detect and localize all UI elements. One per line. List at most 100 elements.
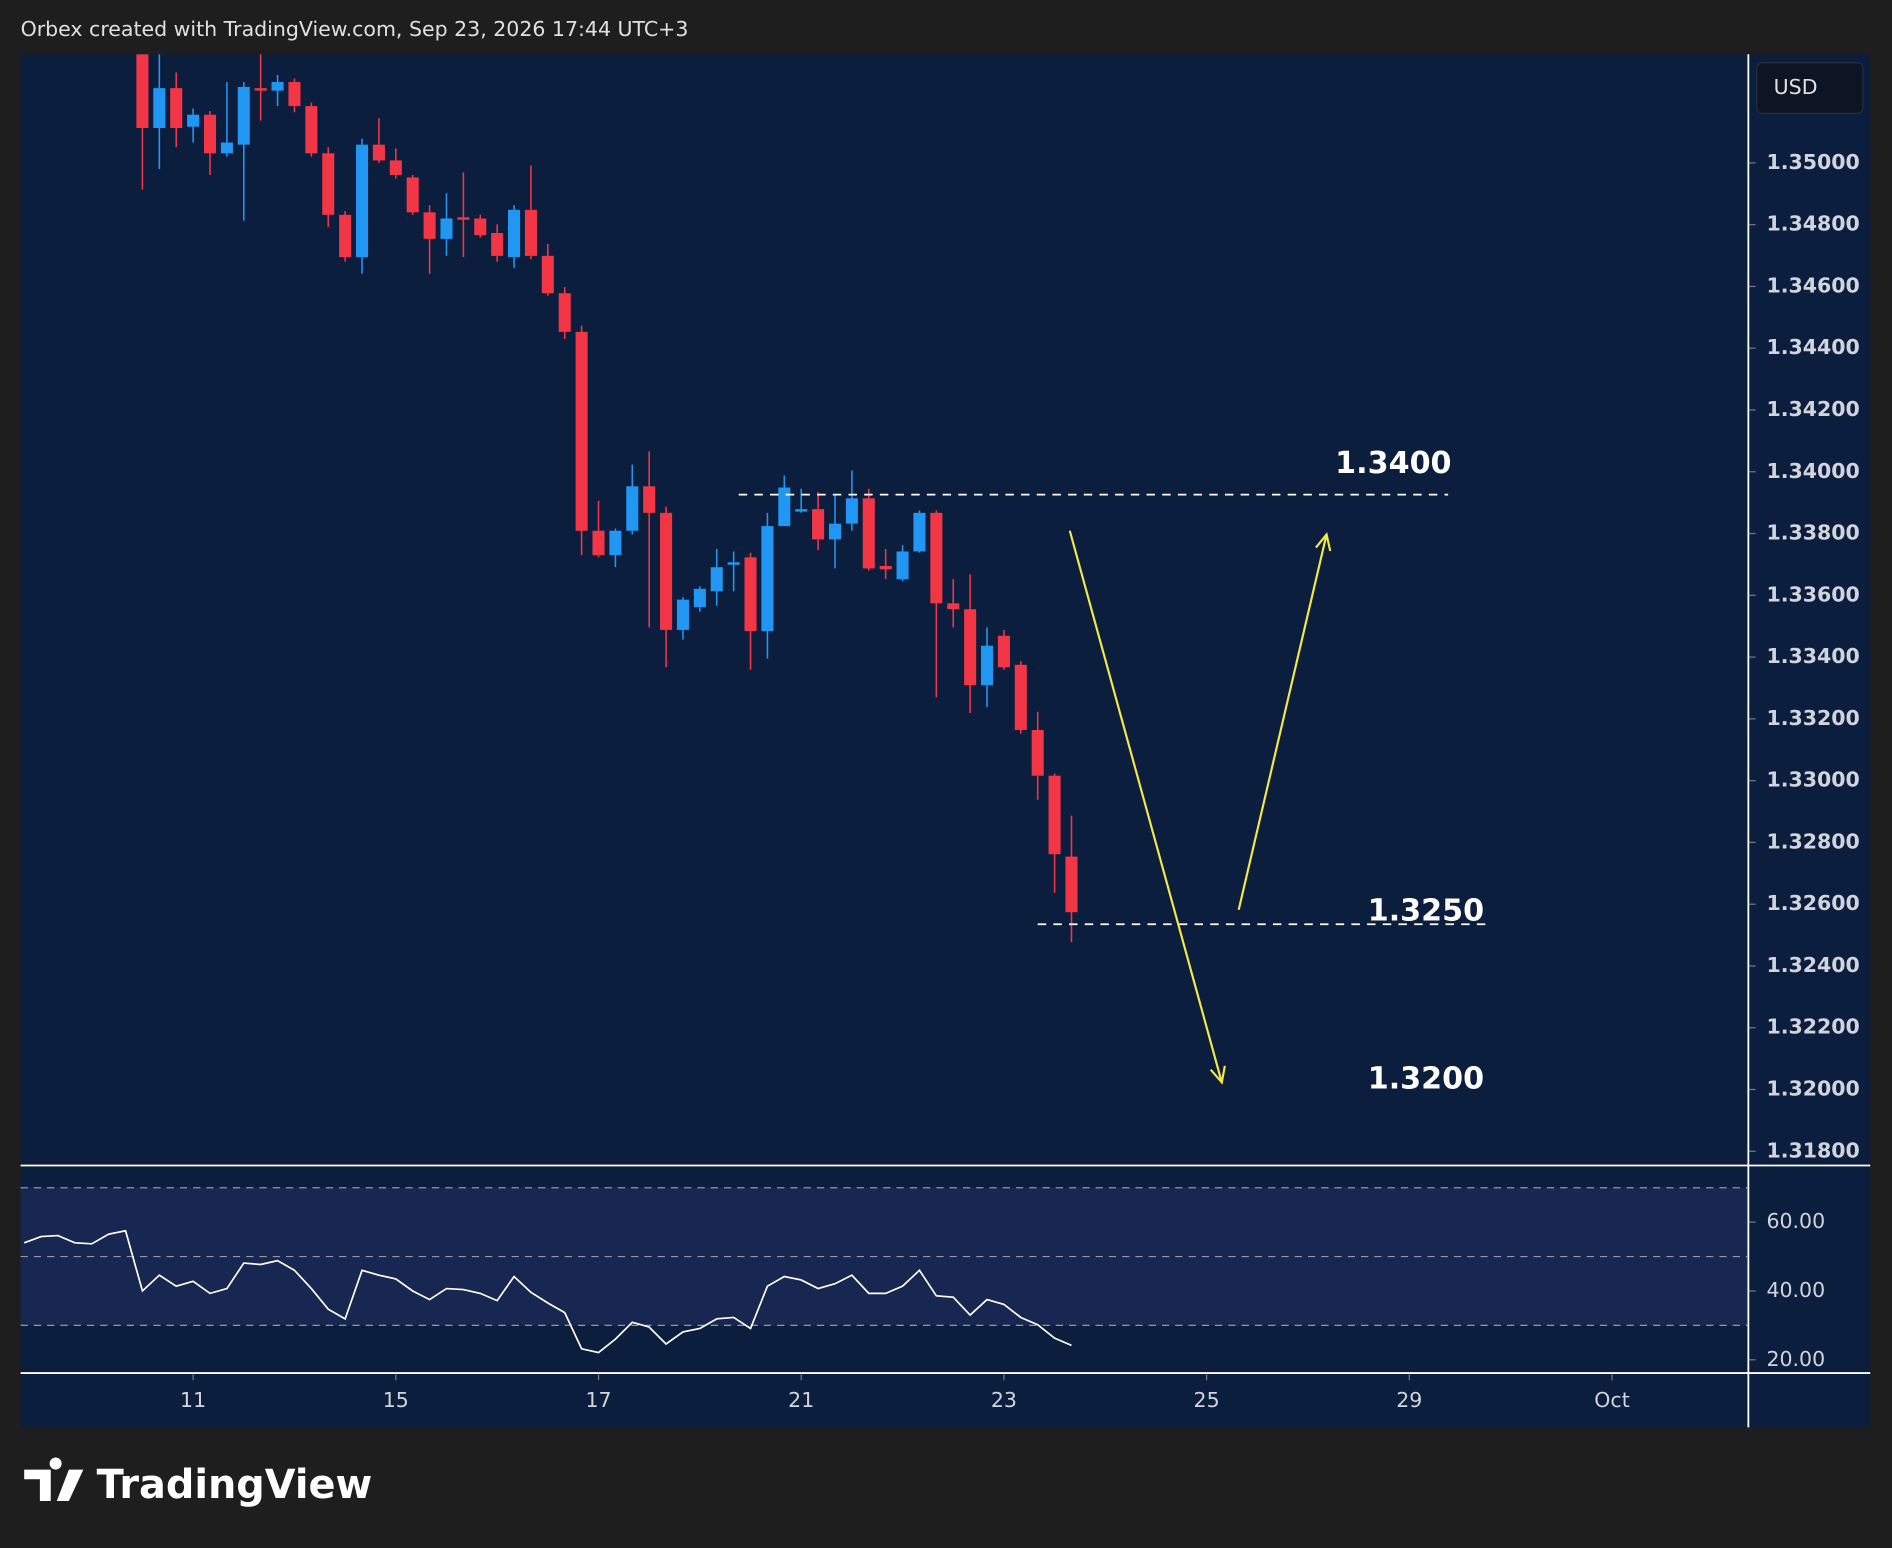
y-tick-label: 40.00 xyxy=(1766,1278,1825,1302)
arrow-head xyxy=(1315,532,1332,552)
candle-body xyxy=(153,88,166,128)
candle-body xyxy=(389,160,402,175)
candle-body xyxy=(592,530,605,556)
candle-body xyxy=(710,567,723,592)
candle-body xyxy=(643,486,656,513)
y-tick-label: 1.31800 xyxy=(1766,1138,1859,1162)
candle-body xyxy=(457,217,470,220)
x-tick-label: 25 xyxy=(1194,1388,1220,1412)
candle-body xyxy=(845,498,858,524)
candle-body xyxy=(271,81,284,91)
y-tick-label: 1.32400 xyxy=(1766,953,1859,977)
y-tick-label: 1.33200 xyxy=(1766,706,1859,730)
candle-body xyxy=(862,498,875,569)
candle-body xyxy=(187,114,200,127)
candle-body xyxy=(980,645,994,686)
annotation: 1.3250 xyxy=(1368,894,1484,929)
y-tick-label: 1.34600 xyxy=(1766,273,1859,297)
candle-body xyxy=(1014,664,1027,730)
candle-body xyxy=(220,142,233,154)
candle-body xyxy=(339,214,352,258)
candle-body xyxy=(254,88,267,91)
x-tick-label: 11 xyxy=(180,1388,206,1412)
candle-body xyxy=(660,512,673,630)
candle-body xyxy=(997,635,1010,668)
candle-body xyxy=(812,509,825,540)
candle-body xyxy=(170,88,183,128)
candle-body xyxy=(744,557,757,632)
x-tick-label: 17 xyxy=(585,1388,611,1412)
candle-body xyxy=(423,212,436,239)
candle-body xyxy=(693,588,706,608)
rsi-line xyxy=(23,1229,1072,1354)
candle-body xyxy=(237,86,250,145)
candle-body xyxy=(406,177,419,213)
y-tick-label: 1.32000 xyxy=(1766,1077,1859,1101)
candle-body xyxy=(1065,856,1078,913)
y-tick-label: 1.34400 xyxy=(1766,335,1859,359)
candle-body xyxy=(508,209,521,258)
candle-body xyxy=(322,153,335,215)
y-tick-label: 1.35000 xyxy=(1766,150,1859,174)
overlay: 1.35000 1.34800 1.34600 1.34400 1.34200 1.340… xyxy=(180,150,1860,1412)
x-tick-label: 15 xyxy=(383,1388,409,1412)
candle-body xyxy=(203,114,217,154)
candle-body xyxy=(879,565,892,570)
logo-text: TradingView xyxy=(97,1462,373,1508)
candle-body xyxy=(913,512,926,552)
y-tick-label: 1.34000 xyxy=(1766,459,1859,483)
candle-body xyxy=(558,293,571,332)
candle-body xyxy=(541,255,554,294)
candle-body xyxy=(626,486,639,531)
y-tick-label: 1.33000 xyxy=(1766,768,1859,792)
candle-body xyxy=(355,144,369,258)
y-tick-label: 20.00 xyxy=(1766,1347,1825,1371)
candle-body xyxy=(727,562,740,565)
y-tick-label: 1.33800 xyxy=(1766,521,1859,545)
rsi-plot xyxy=(20,1187,1748,1354)
y-tick-label: 1.33400 xyxy=(1766,644,1859,668)
candle-body xyxy=(136,54,149,128)
candle-body xyxy=(795,509,808,512)
candle-body xyxy=(676,599,690,630)
arrow-line xyxy=(1237,534,1328,910)
candle-body xyxy=(930,512,943,604)
candle-body xyxy=(778,487,791,527)
x-tick-label: 29 xyxy=(1396,1388,1422,1412)
candle-body xyxy=(761,526,774,632)
price-axis xyxy=(1749,54,1871,1428)
y-tick-label: 1.34200 xyxy=(1766,397,1859,421)
logo-icon xyxy=(24,1457,84,1501)
candle-body xyxy=(896,551,909,580)
candle-body xyxy=(1048,775,1061,855)
arrow-line xyxy=(1068,530,1223,1083)
candle-body xyxy=(474,218,487,236)
candle-body xyxy=(288,81,301,107)
candle-body xyxy=(491,233,504,256)
x-tick-label: 21 xyxy=(788,1388,814,1412)
candle-body xyxy=(1031,729,1044,776)
annotation: 1.3200 xyxy=(1368,1061,1484,1096)
annotation: 1.3400 xyxy=(1335,446,1451,481)
arrow-head xyxy=(1209,1065,1226,1085)
header: Orbex created with TradingView.com, Sep … xyxy=(21,17,689,41)
candle-body xyxy=(372,144,385,161)
candle-body xyxy=(524,209,537,256)
y-tick-label: 60.00 xyxy=(1766,1209,1825,1233)
y-tick-label: 1.34800 xyxy=(1766,212,1859,236)
y-tick-label: 1.32200 xyxy=(1766,1015,1859,1039)
y-tick-label: 1.32800 xyxy=(1766,829,1859,853)
candle-body xyxy=(305,106,318,154)
currency-box xyxy=(1756,62,1864,115)
x-tick-label: Oct xyxy=(1594,1388,1629,1412)
y-tick-label: 1.32600 xyxy=(1766,891,1859,915)
candle-body xyxy=(828,523,842,540)
currency: USD xyxy=(1774,75,1818,99)
logo: TradingView xyxy=(24,1457,373,1508)
date-axis xyxy=(20,1374,1748,1428)
x-tick-label: 23 xyxy=(991,1388,1017,1412)
price-pane xyxy=(20,54,1748,1165)
candle-body xyxy=(964,609,977,686)
